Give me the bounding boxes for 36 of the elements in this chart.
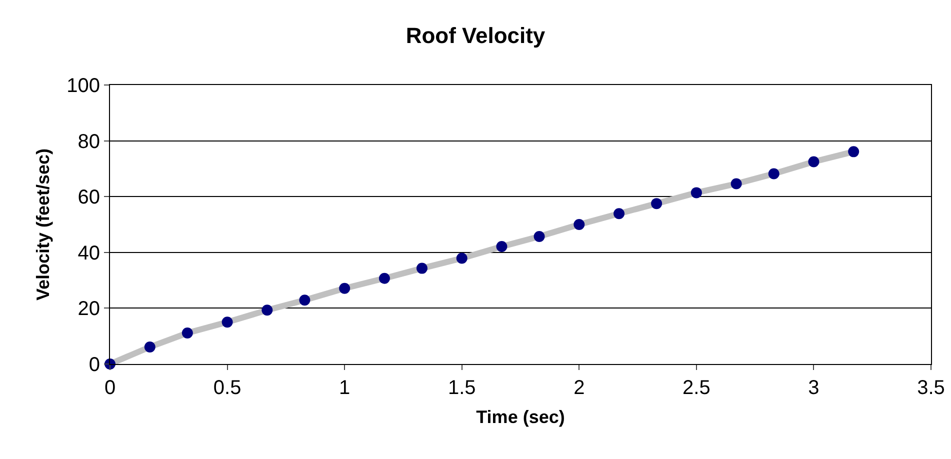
point [496,241,508,252]
point [299,294,310,306]
y-tick-label: 100 [66,75,100,97]
point [768,168,780,180]
x-tick-label: 2.5 [682,377,710,399]
y-tick-label: 80 [78,130,100,153]
x-tick-label: 0 [104,377,116,399]
point [262,304,273,316]
x-tick-label: 1.5 [448,377,476,399]
point [534,231,545,242]
x-tick-label: 2 [574,377,585,399]
point [339,282,350,294]
x-tick-label: 1 [339,377,350,399]
point [182,328,193,339]
point [456,252,468,264]
point [222,316,233,328]
point [690,187,702,198]
x-tick-label: 0.5 [213,377,242,399]
point [574,219,585,230]
y-tick-label: 0 [88,354,100,376]
point [651,198,662,210]
y-tick-label: 40 [78,242,100,264]
y-tick-label: 20 [78,298,100,320]
point [848,146,860,158]
chart-title: Roof Velocity [406,22,546,48]
y-axis-title: Velocity (feet/sec) [32,148,53,301]
point [144,341,156,352]
x-axis-title: Time (sec) [476,407,565,428]
point [416,262,428,274]
point [378,272,390,284]
y-tick-label: 60 [78,186,100,209]
point [808,156,820,168]
x-tick-label: 3.5 [917,377,945,399]
x-tick-label: 3 [808,377,820,399]
point [730,178,742,190]
point [614,208,625,220]
